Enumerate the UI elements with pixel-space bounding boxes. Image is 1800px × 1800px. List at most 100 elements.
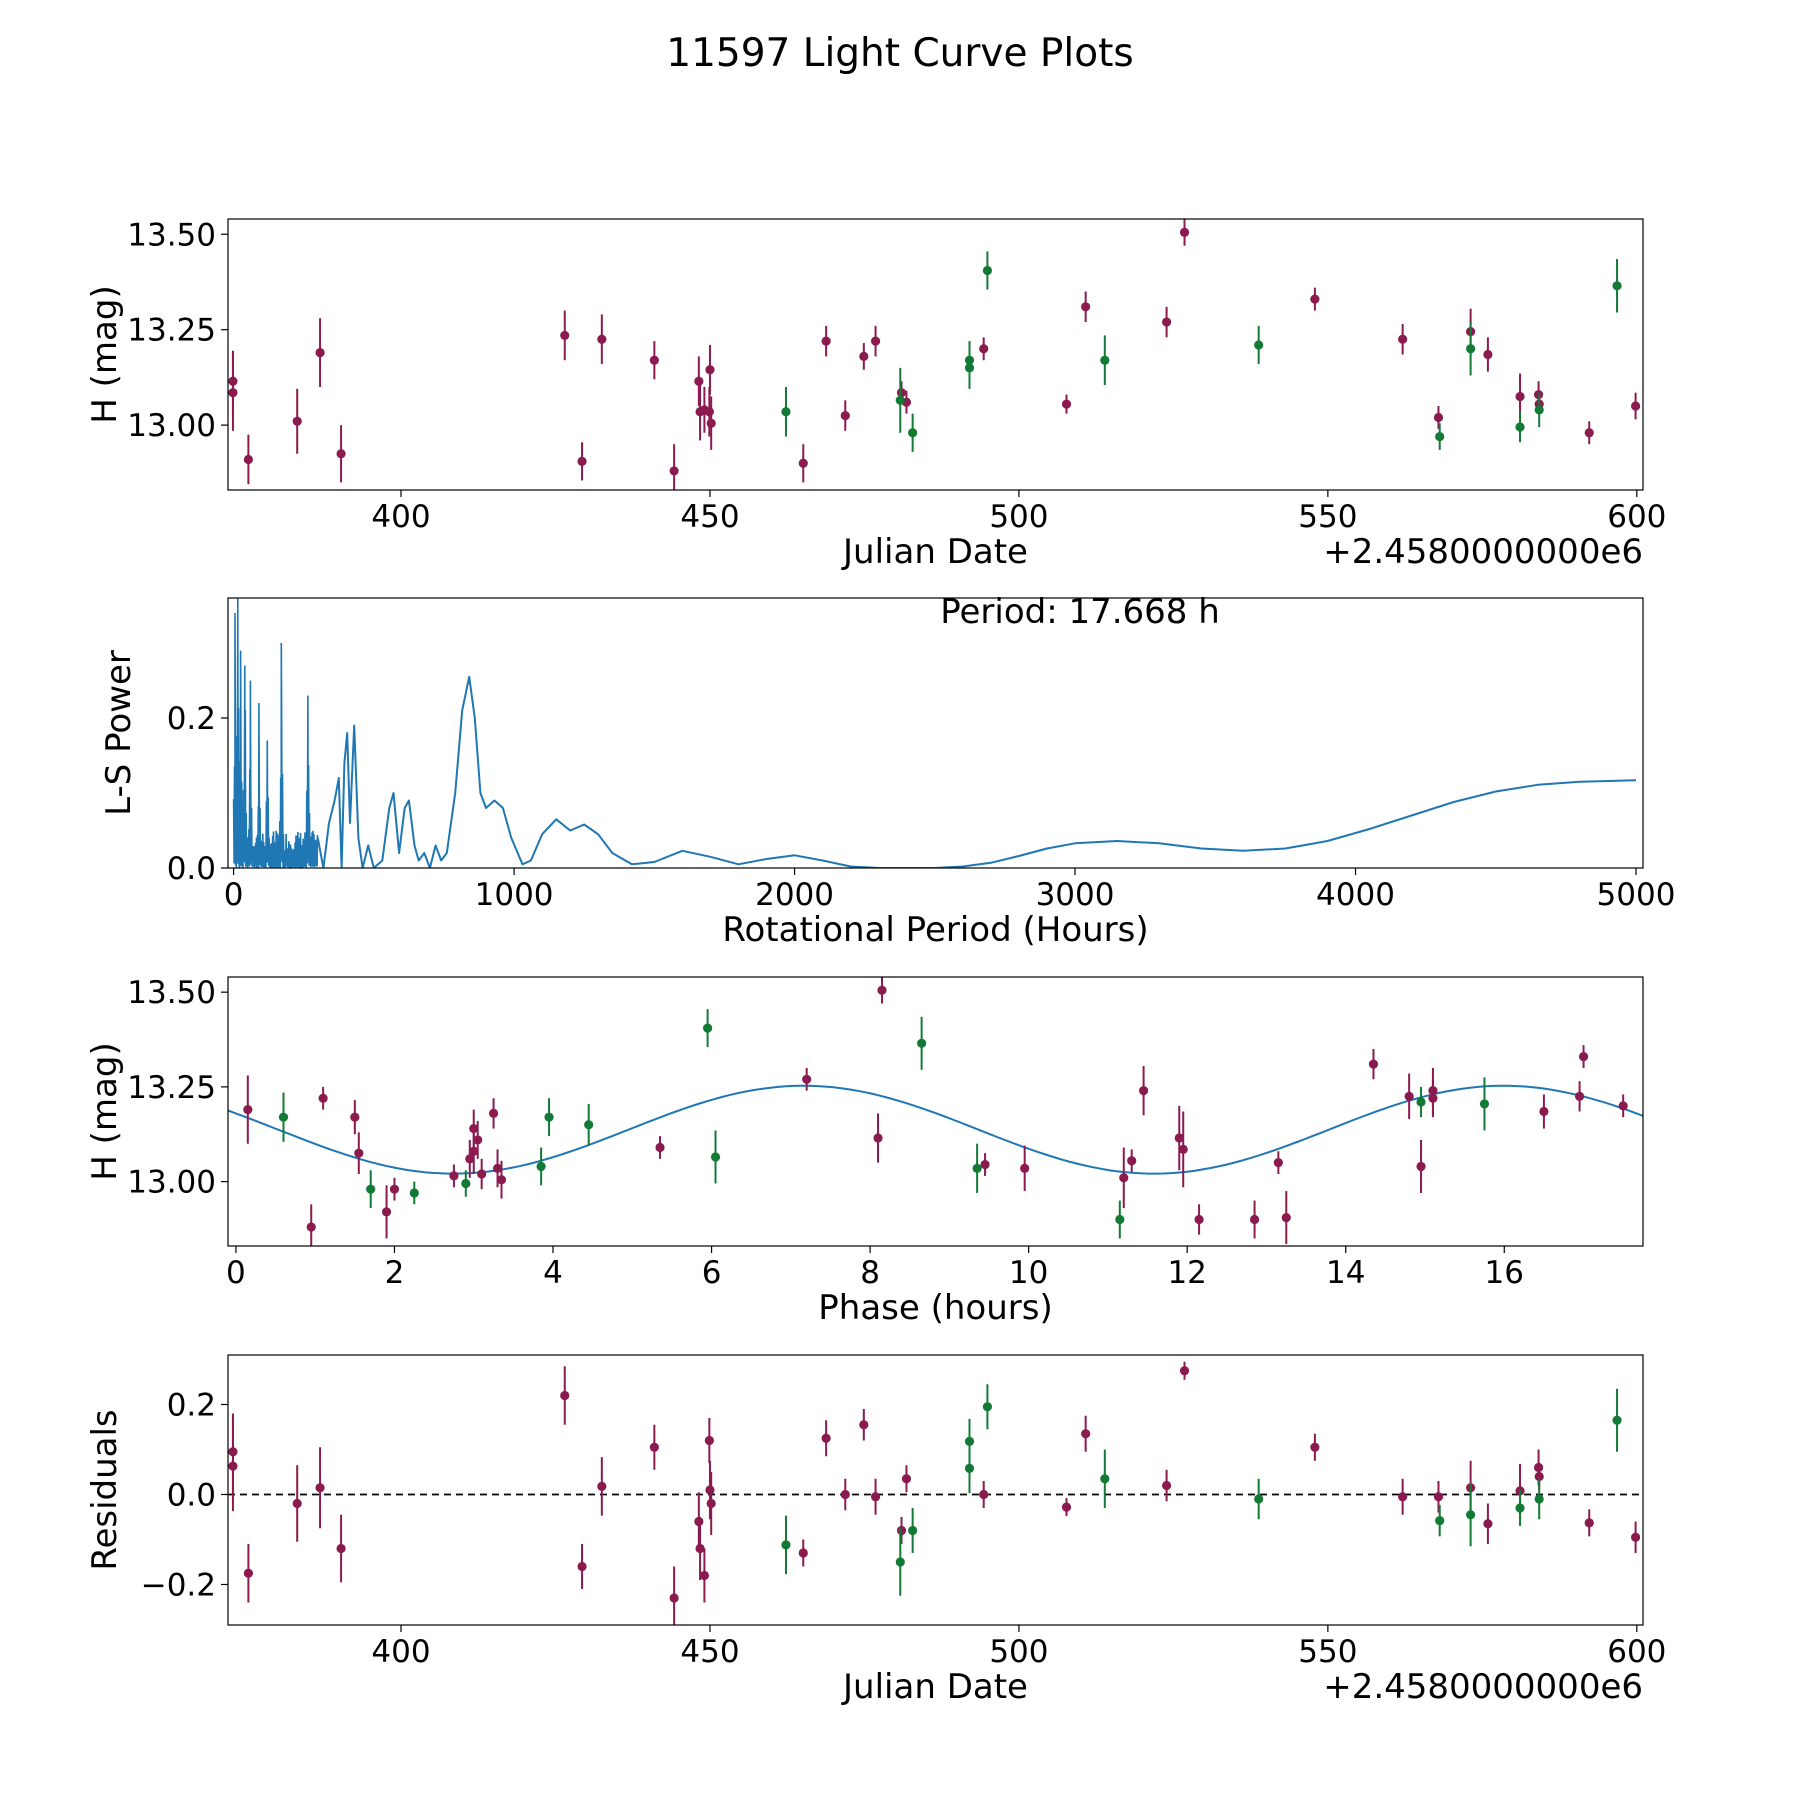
data-point: [1416, 1161, 1426, 1172]
x-tick-label: 3000: [1036, 877, 1115, 913]
data-point: [982, 1402, 993, 1412]
x-tick-label: 14: [1326, 1255, 1365, 1291]
data-point: [477, 1169, 487, 1179]
data-point: [964, 363, 975, 373]
data-point: [798, 1548, 808, 1558]
data-point: [798, 458, 808, 468]
data-point: [706, 418, 716, 428]
data-point: [597, 334, 607, 344]
data-point: [1584, 428, 1594, 438]
x-tick-label: 550: [1298, 1634, 1357, 1670]
phased-curve-panel: 0 2 4 6 8 10 12 14 16 13.00 13.25 13.50 Phase (hours…: [85, 975, 1644, 1328]
y-tick-label: 0.2: [167, 701, 216, 737]
data-point: [469, 1123, 479, 1134]
x-tick-label: 4: [543, 1255, 563, 1291]
data-point: [318, 1093, 328, 1103]
data-point: [1612, 281, 1622, 291]
data-point: [781, 1540, 791, 1550]
data-point: [1061, 399, 1072, 409]
y-tick-label: 13.25: [127, 1070, 216, 1106]
data-point: [649, 355, 659, 365]
residuals-panel: 400 450 500 550 600 −0.2 0.0 0.2 Julian Date Resi…: [85, 1354, 1666, 1707]
data-point: [704, 407, 714, 417]
data-point: [536, 1161, 546, 1172]
data-point: [473, 1135, 483, 1145]
x-tick-label: 400: [371, 1634, 430, 1670]
x-axis-offset-label: +2.4580000000e6: [1323, 532, 1643, 572]
data-point: [243, 1105, 253, 1115]
x-tick-label: 5000: [1597, 877, 1676, 913]
data-point: [243, 454, 253, 465]
data-point: [840, 1489, 850, 1500]
x-tick-label: 600: [1607, 499, 1666, 535]
x-tick-label: 1000: [475, 877, 554, 913]
data-point: [1416, 1097, 1426, 1107]
data-point: [1574, 1091, 1585, 1101]
data-point: [702, 1023, 713, 1033]
data-point: [1618, 1101, 1628, 1111]
data-point: [1534, 1471, 1544, 1482]
data-point: [597, 1481, 607, 1491]
data-point: [1435, 1516, 1445, 1526]
data-point: [381, 1207, 392, 1217]
data-point: [1281, 1212, 1291, 1223]
x-tick-label: 500: [989, 1634, 1048, 1670]
data-point: [979, 1489, 989, 1500]
data-point: [979, 344, 989, 354]
data-point: [1254, 340, 1264, 350]
data-point: [840, 410, 850, 421]
data-point: [1115, 1214, 1125, 1225]
data-point: [1398, 334, 1408, 344]
data-point: [895, 395, 905, 405]
data-point: [1249, 1214, 1260, 1225]
data-point: [461, 1178, 471, 1189]
x-tick-label: 550: [1298, 499, 1357, 535]
data-point: [1433, 1492, 1444, 1502]
data-point: [1061, 1502, 1072, 1512]
data-point: [469, 1146, 479, 1156]
x-tick-label: 10: [1009, 1255, 1048, 1291]
data-point: [1433, 412, 1444, 423]
data-point: [560, 1390, 570, 1401]
data-point: [870, 1492, 881, 1502]
plot-area: [228, 1361, 1643, 1625]
data-point: [1194, 1214, 1204, 1225]
data-point: [908, 428, 918, 438]
data-point: [1174, 1133, 1184, 1143]
data-point: [655, 1142, 665, 1153]
ls-power-curve: [316, 675, 1637, 868]
y-axis-label: H (mag): [85, 1042, 125, 1180]
x-axis-label: Phase (hours): [818, 1288, 1052, 1328]
data-point: [1398, 1492, 1408, 1502]
data-point: [389, 1184, 400, 1194]
x-tick-label: 8: [860, 1255, 880, 1291]
data-point: [1081, 302, 1091, 312]
data-point: [292, 416, 302, 426]
data-point: [877, 985, 887, 995]
data-point: [821, 336, 831, 346]
data-point: [1100, 1474, 1110, 1484]
figure-title: 11597 Light Curve Plots: [666, 31, 1133, 76]
data-point: [577, 456, 587, 466]
data-point: [409, 1188, 419, 1198]
data-point: [873, 1133, 883, 1143]
x-tick-label: 16: [1485, 1255, 1524, 1291]
data-point: [669, 466, 679, 476]
data-point: [1138, 1086, 1149, 1096]
axes-frame: [227, 976, 1644, 1247]
data-point: [705, 365, 715, 375]
data-point: [870, 336, 881, 346]
data-point: [1466, 344, 1476, 354]
data-point: [1578, 1051, 1589, 1062]
x-tick-label: 4000: [1316, 877, 1395, 913]
x-axis-label: Rotational Period (Hours): [722, 910, 1148, 950]
plot-area: [232, 598, 1637, 868]
data-point: [704, 1435, 714, 1446]
x-tick-label: 2: [385, 1255, 405, 1291]
data-point: [964, 1463, 975, 1473]
data-point: [917, 1038, 927, 1048]
periodogram-panel: Period: 17.668 h 0 1000 2000 3000 4000 5000 0.0…: [99, 592, 1675, 950]
data-point: [710, 1152, 721, 1162]
data-point: [315, 1483, 325, 1493]
data-point: [488, 1108, 499, 1118]
